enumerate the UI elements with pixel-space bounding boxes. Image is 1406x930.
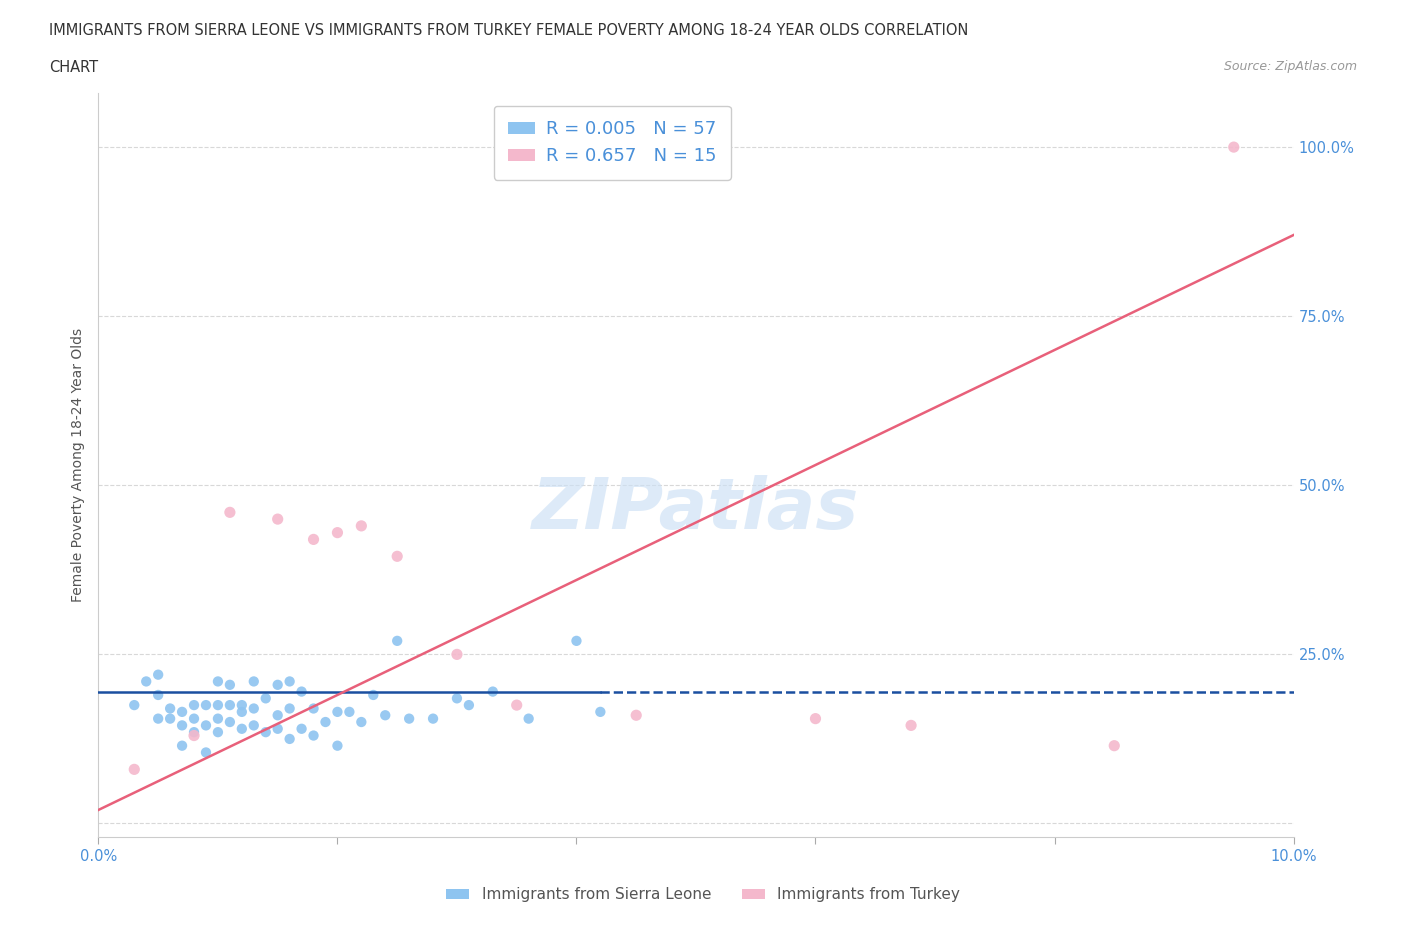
Point bbox=[385, 633, 409, 648]
Point bbox=[326, 704, 349, 719]
Point bbox=[243, 674, 266, 689]
Point bbox=[219, 714, 242, 729]
Point bbox=[148, 667, 170, 682]
Point bbox=[589, 704, 612, 719]
Point bbox=[148, 687, 170, 702]
Point bbox=[124, 762, 146, 777]
Point bbox=[278, 701, 301, 716]
Point bbox=[148, 711, 170, 726]
Point bbox=[626, 708, 648, 723]
Point bbox=[267, 512, 290, 526]
Point bbox=[231, 722, 253, 737]
Legend: Immigrants from Sierra Leone, Immigrants from Turkey: Immigrants from Sierra Leone, Immigrants… bbox=[440, 882, 966, 909]
Point bbox=[243, 701, 266, 716]
Text: Source: ZipAtlas.com: Source: ZipAtlas.com bbox=[1223, 60, 1357, 73]
Point bbox=[291, 684, 314, 699]
Point bbox=[172, 704, 194, 719]
Point bbox=[363, 687, 385, 702]
Point bbox=[207, 698, 229, 712]
Point bbox=[195, 745, 218, 760]
Point bbox=[219, 677, 242, 692]
Point bbox=[207, 674, 229, 689]
Point bbox=[506, 698, 529, 712]
Point bbox=[339, 704, 360, 719]
Point bbox=[302, 701, 325, 716]
Text: ZIPatlas: ZIPatlas bbox=[533, 475, 859, 544]
Point bbox=[183, 711, 205, 726]
Point bbox=[804, 711, 827, 726]
Text: CHART: CHART bbox=[49, 60, 98, 75]
Point bbox=[267, 708, 290, 723]
Point bbox=[900, 718, 922, 733]
Point bbox=[207, 724, 229, 739]
Point bbox=[219, 698, 242, 712]
Point bbox=[565, 633, 588, 648]
Point bbox=[302, 532, 325, 547]
Point bbox=[481, 684, 505, 699]
Point bbox=[159, 701, 181, 716]
Point bbox=[1223, 140, 1246, 154]
Point bbox=[517, 711, 540, 726]
Point bbox=[243, 718, 266, 733]
Point bbox=[302, 728, 325, 743]
Point bbox=[422, 711, 444, 726]
Point bbox=[219, 505, 242, 520]
Point bbox=[374, 708, 396, 723]
Point bbox=[231, 698, 253, 712]
Point bbox=[278, 732, 301, 747]
Legend: R = 0.005   N = 57, R = 0.657   N = 15: R = 0.005 N = 57, R = 0.657 N = 15 bbox=[494, 106, 731, 179]
Text: IMMIGRANTS FROM SIERRA LEONE VS IMMIGRANTS FROM TURKEY FEMALE POVERTY AMONG 18-2: IMMIGRANTS FROM SIERRA LEONE VS IMMIGRAN… bbox=[49, 23, 969, 38]
Y-axis label: Female Poverty Among 18-24 Year Olds: Female Poverty Among 18-24 Year Olds bbox=[72, 328, 86, 602]
Point bbox=[1104, 738, 1126, 753]
Point bbox=[350, 518, 373, 533]
Point bbox=[291, 722, 314, 737]
Point bbox=[231, 704, 253, 719]
Point bbox=[172, 718, 194, 733]
Point bbox=[183, 728, 205, 743]
Point bbox=[385, 549, 409, 564]
Point bbox=[446, 647, 468, 662]
Point bbox=[315, 714, 337, 729]
Point bbox=[183, 698, 205, 712]
Point bbox=[350, 714, 373, 729]
Point bbox=[159, 711, 181, 726]
Point bbox=[183, 724, 205, 739]
Point bbox=[326, 738, 349, 753]
Point bbox=[254, 724, 277, 739]
Point bbox=[172, 738, 194, 753]
Point bbox=[267, 677, 290, 692]
Point bbox=[135, 674, 157, 689]
Point bbox=[124, 698, 146, 712]
Point bbox=[278, 674, 301, 689]
Point bbox=[458, 698, 481, 712]
Point bbox=[326, 525, 349, 540]
Point bbox=[254, 691, 277, 706]
Point bbox=[446, 691, 468, 706]
Point bbox=[267, 722, 290, 737]
Point bbox=[207, 711, 229, 726]
Point bbox=[195, 698, 218, 712]
Point bbox=[195, 718, 218, 733]
Point bbox=[398, 711, 420, 726]
